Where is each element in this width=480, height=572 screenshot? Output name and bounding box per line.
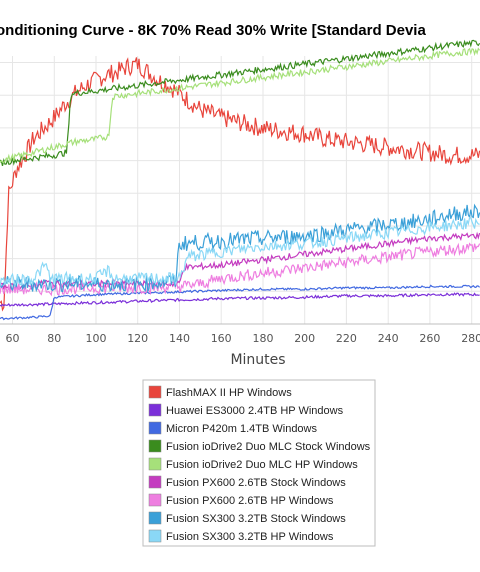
series-line-huawei-es3000-2-4tb-hp-windows — [0, 292, 480, 307]
x-tick-label: 200 — [294, 332, 315, 345]
legend-swatch — [148, 457, 162, 471]
series-line-fusion-sx300-3-2tb-hp-windows — [0, 216, 480, 288]
series-line-fusion-px600-2-6tb-stock-windows — [0, 231, 480, 292]
legend-entry: Fusion SX300 3.2TB Stock Windows — [166, 513, 346, 525]
x-tick-label: 160 — [211, 332, 232, 345]
legend-swatch — [148, 493, 162, 507]
x-tick-label: 60 — [6, 332, 20, 345]
x-tick-label: 240 — [378, 332, 399, 345]
x-tick-label: 180 — [253, 332, 274, 345]
chart-title: onditioning Curve - 8K 70% Read 30% Writ… — [0, 22, 426, 39]
grid — [0, 56, 480, 325]
legend-swatch — [148, 421, 162, 435]
legend-swatch — [148, 403, 162, 417]
series-line-fusion-sx300-3-2tb-stock-windows — [0, 203, 480, 294]
x-tick-label: 280 — [461, 332, 480, 345]
x-tick-label: 140 — [169, 332, 190, 345]
legend: FlashMAX II HP Windows Huawei ES3000 2.4T… — [142, 379, 376, 547]
x-tick-label: 100 — [86, 332, 107, 345]
x-tick-label: 120 — [127, 332, 148, 345]
legend-entry: Huawei ES3000 2.4TB HP Windows — [166, 405, 344, 417]
legend-entry: Fusion ioDrive2 Duo MLC HP Windows — [166, 459, 358, 471]
legend-swatch — [148, 439, 162, 453]
legend-entry: Fusion ioDrive2 Duo MLC Stock Windows — [166, 441, 371, 453]
series-line-fusion-iodrive2-duo-mlc-hp-windows — [0, 47, 480, 164]
legend-entry: Fusion PX600 2.6TB HP Windows — [166, 495, 334, 507]
legend-swatch — [148, 529, 162, 543]
legend-entry: Micron P420m 1.4TB Windows — [166, 423, 317, 435]
legend-swatch — [148, 511, 162, 525]
x-tick-label: 220 — [336, 332, 357, 345]
x-axis-label: Minutes — [230, 352, 285, 368]
legend-swatch — [148, 385, 162, 399]
legend-swatch — [148, 475, 162, 489]
series-line-fusion-iodrive2-duo-mlc-stock-windows — [0, 39, 480, 167]
x-axis-ticks: 60 80 100 120 140 160 180 200 220 240 260 280 — [6, 332, 480, 345]
legend-entry: FlashMAX II HP Windows — [166, 387, 292, 399]
legend-box — [142, 379, 376, 547]
series-line-fusion-px600-2-6tb-hp-windows — [0, 242, 480, 297]
legend-entry: Fusion SX300 3.2TB HP Windows — [166, 531, 334, 543]
series-line-micron-p420m-1-4tb-windows — [0, 284, 480, 321]
series-lines — [0, 39, 480, 321]
legend-entry: Fusion PX600 2.6TB Stock Windows — [166, 477, 346, 489]
x-tick-label: 260 — [419, 332, 440, 345]
x-tick-label: 80 — [47, 332, 61, 345]
series-line-flashmax-ii-hp-windows — [0, 57, 480, 312]
